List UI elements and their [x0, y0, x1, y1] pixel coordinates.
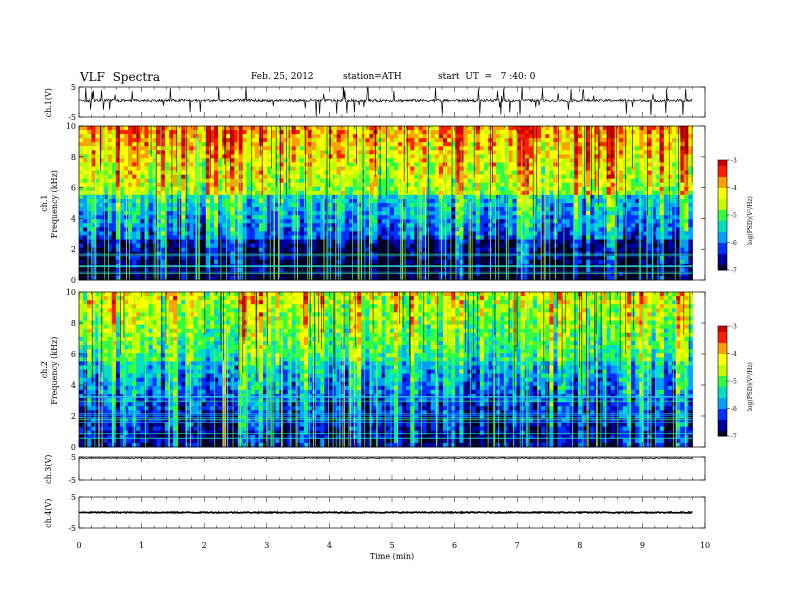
- x-tick-label: 2: [202, 541, 207, 550]
- x-tick-label: 9: [640, 541, 645, 550]
- colorbar-tick-label: -6: [731, 240, 737, 247]
- y-tick-label: -5: [68, 113, 76, 122]
- y-tick-label: 4: [71, 381, 76, 390]
- spectrogram-ch2: [79, 292, 693, 448]
- y-axis-label: ch.1: [40, 195, 49, 212]
- station-label: station=ATH: [343, 72, 402, 82]
- colorbar-ch2: -3 -4 -5 -6 -7 log(PSD)(V²/Hz): [717, 324, 754, 441]
- x-tick-label: 5: [389, 541, 394, 550]
- y-tick-label: 8: [71, 319, 76, 328]
- colorbar-tick-label: -7: [731, 434, 737, 441]
- x-tick-label: 10: [700, 541, 710, 550]
- colorbar-tick-label: -7: [731, 268, 737, 275]
- start-time-label: start UT = 7 :40: 0: [438, 72, 536, 82]
- x-tick-label: 4: [327, 541, 332, 550]
- y-tick-label: -5: [68, 476, 76, 485]
- y-tick-label: 2: [71, 245, 76, 254]
- date-label: Feb. 25, 2012: [251, 72, 314, 82]
- y-tick-label: 4: [71, 214, 76, 223]
- y-tick-label: 5: [71, 83, 76, 92]
- y-axis-label: ch.3(V): [44, 455, 53, 484]
- colorbar-tick-label: -3: [731, 158, 737, 165]
- y-tick-label: 6: [71, 350, 76, 359]
- colorbar-label: log(PSD)(V²/Hz): [747, 362, 754, 411]
- y-tick-label: 8: [71, 153, 76, 162]
- waveform-ch4: [79, 510, 693, 515]
- colorbar-tick-label: -3: [731, 324, 737, 331]
- colorbar-tick-label: -6: [731, 406, 737, 413]
- chart-title: VLF Spectra: [80, 70, 161, 84]
- spectrogram-ch1: [79, 126, 693, 281]
- y-tick-label: 10: [66, 122, 76, 131]
- colorbar-tick-label: -4: [731, 351, 737, 358]
- x-tick-label: 8: [577, 541, 582, 550]
- y-tick-label: 6: [71, 184, 76, 193]
- x-tick-label: 6: [452, 541, 457, 550]
- y-tick-label: 0: [71, 276, 76, 285]
- waveform-ch1: [78, 86, 693, 116]
- y-axis-label: ch.1(V): [44, 88, 53, 117]
- x-tick-label: 7: [515, 541, 520, 550]
- colorbar-tick-label: -4: [731, 185, 737, 192]
- y-tick-label: 0: [71, 443, 76, 452]
- y-tick-label: 5: [71, 493, 76, 502]
- y-tick-label: 5: [71, 453, 76, 462]
- x-tick-label: 0: [76, 541, 81, 550]
- x-tick-label: 1: [139, 541, 144, 550]
- y-tick-label: 10: [66, 288, 76, 297]
- y-axis-label: ch.4(V): [44, 499, 53, 528]
- colorbar-ch1: -3 -4 -5 -6 -7 log(PSD)(V²/Hz): [717, 158, 754, 275]
- x-tick-label: 3: [264, 541, 269, 550]
- x-axis-label: Time (min): [370, 552, 414, 561]
- waveform-ch3: [78, 457, 693, 460]
- y-tick-label: 2: [71, 412, 76, 421]
- y-axis-label: ch.2: [40, 361, 49, 378]
- y-axis-label: Frequency (kHz): [50, 170, 59, 238]
- colorbar-tick-label: -5: [731, 379, 737, 386]
- y-tick-label: -5: [68, 524, 76, 533]
- y-axis-label: Frequency (kHz): [50, 337, 59, 405]
- colorbar-label: log(PSD)(V²/Hz): [747, 196, 754, 245]
- colorbar-tick-label: -5: [731, 213, 737, 220]
